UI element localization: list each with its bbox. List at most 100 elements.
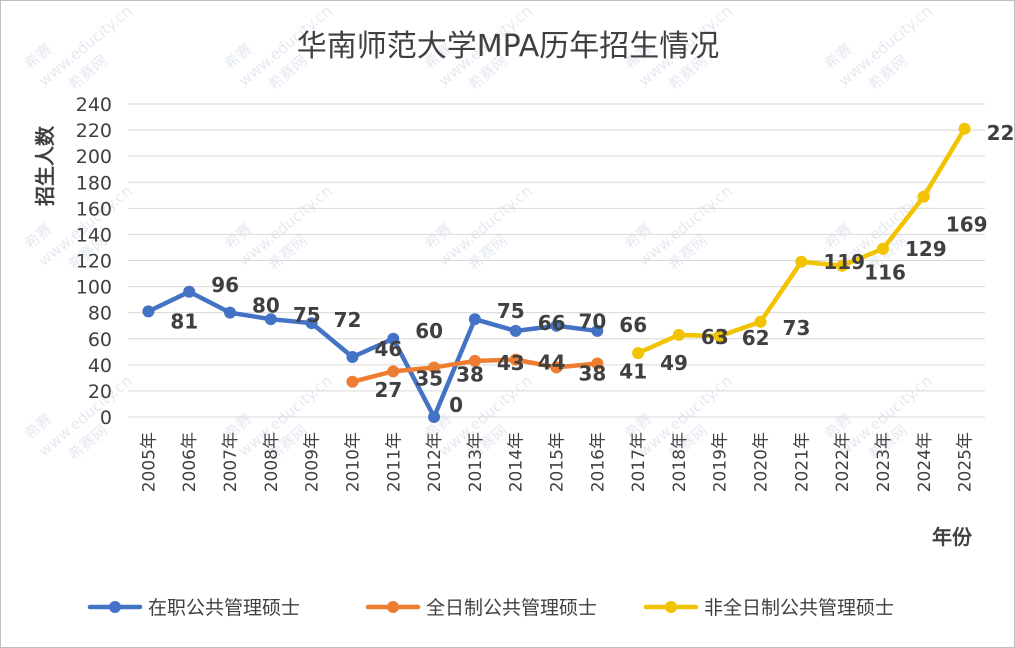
legend: 在职公共管理硕士 全日制公共管理硕士 非全日制公共管理硕士	[87, 597, 894, 619]
series-point-2	[428, 361, 441, 374]
data-label: 27	[374, 378, 402, 402]
x-tick-label: 2015年	[548, 432, 568, 492]
x-tick-label: 2021年	[792, 432, 812, 492]
y-tick-label: 140	[76, 224, 112, 246]
data-label: 0	[449, 393, 463, 417]
legend-label: 全日制公共管理硕士	[426, 597, 597, 619]
x-tick-label: 2016年	[588, 432, 608, 492]
series-point-3	[836, 259, 849, 272]
y-tick-label: 160	[76, 198, 112, 220]
series-line-1	[146, 289, 600, 420]
series-point-3	[795, 255, 808, 268]
legend-label: 在职公共管理硕士	[148, 597, 300, 619]
data-label: 38	[579, 361, 607, 385]
y-tick-label: 20	[88, 381, 112, 403]
data-label: 49	[660, 351, 688, 375]
x-tick-label: 2019年	[711, 432, 731, 492]
series-point-1	[224, 306, 237, 319]
data-label: 66	[619, 313, 647, 337]
x-tick-label: 2022年	[833, 432, 853, 492]
data-label: 75	[497, 299, 525, 323]
y-tick-label: 240	[76, 94, 112, 116]
data-label: 66	[538, 311, 566, 335]
data-label: 169	[946, 213, 988, 237]
data-label: 44	[538, 351, 566, 375]
series-point-1	[468, 313, 481, 326]
data-label: 116	[864, 261, 906, 285]
data-label: 75	[293, 303, 321, 327]
series-point-1	[550, 319, 563, 332]
series-point-2	[346, 375, 359, 388]
y-tick-label: 40	[88, 355, 112, 377]
data-label: 35	[415, 366, 443, 390]
x-tick-label: 2010年	[343, 432, 363, 492]
data-label: 221	[987, 121, 1015, 145]
data-label: 43	[497, 351, 525, 375]
data-label: 72	[334, 308, 362, 332]
x-tick-label: 2008年	[262, 432, 282, 492]
x-tick-label: 2009年	[303, 432, 323, 492]
x-tick-label: 2025年	[956, 432, 976, 492]
series-point-1	[428, 411, 441, 423]
data-label: 119	[823, 250, 865, 274]
data-label: 38	[456, 362, 484, 386]
data-label: 62	[742, 326, 770, 350]
series-point-2	[550, 361, 563, 374]
x-tick-label: 2005年	[139, 432, 159, 492]
y-axis-title: 招生人数	[33, 125, 57, 206]
series-point-1	[509, 324, 522, 337]
data-label: 129	[905, 237, 947, 261]
series-point-3	[917, 190, 930, 203]
series-point-1	[387, 332, 400, 345]
y-tick-label: 220	[76, 120, 112, 142]
x-tick-label: 2013年	[466, 432, 486, 492]
series-point-2	[468, 354, 481, 367]
data-label: 96	[211, 273, 239, 297]
data-label: 41	[619, 360, 647, 384]
y-tick-label: 100	[76, 277, 112, 299]
series-point-3	[958, 122, 971, 135]
data-label: 80	[252, 294, 280, 318]
x-axis-ticks: 2005年 2006年 2007年 2008年 2009年 2010年 2011年 2012年…	[139, 432, 975, 492]
x-tick-label: 2023年	[874, 432, 894, 492]
series-point-2	[591, 357, 604, 370]
series-point-1	[264, 313, 277, 326]
series-point-1	[591, 324, 604, 337]
data-labels-layer: 81 96 80 75 72 46 60 0 75 66 70 66 27 35 38 43 44 38 41 49 6…	[170, 121, 1015, 417]
x-tick-label: 2007年	[221, 432, 241, 492]
series-point-3	[713, 330, 726, 343]
series-point-3	[754, 315, 767, 328]
y-tick-label: 120	[76, 251, 112, 273]
chart-title: 华南师范大学MPA历年招生情况	[297, 29, 720, 64]
legend-label: 非全日制公共管理硕士	[704, 597, 894, 619]
series-point-3	[632, 347, 645, 360]
x-tick-label: 2006年	[180, 432, 200, 492]
data-label: 63	[701, 325, 729, 349]
x-tick-label: 2014年	[507, 432, 527, 492]
series-point-3	[672, 328, 685, 341]
x-tick-label: 2020年	[752, 432, 772, 492]
y-tick-label: 80	[88, 303, 112, 325]
x-tick-label: 2012年	[425, 432, 445, 492]
series-layer	[142, 122, 971, 423]
y-tick-label: 60	[88, 329, 112, 351]
series-point-1	[183, 285, 196, 298]
x-tick-label: 2024年	[915, 432, 935, 492]
y-tick-label: 200	[76, 146, 112, 168]
x-tick-label: 2017年	[629, 432, 649, 492]
series-point-2	[509, 353, 522, 366]
x-tick-label: 2018年	[670, 432, 690, 492]
legend-swatch-marker	[387, 601, 399, 613]
legend-swatch-marker	[665, 601, 677, 613]
series-point-1	[346, 351, 359, 364]
y-tick-label: 180	[76, 172, 112, 194]
x-tick-label: 2011年	[384, 432, 404, 492]
data-label: 81	[170, 309, 198, 333]
series-point-1	[142, 305, 155, 318]
data-label: 70	[579, 310, 607, 334]
y-tick-label: 0	[100, 407, 112, 429]
data-label: 73	[783, 316, 811, 340]
x-axis-title: 年份	[932, 525, 973, 549]
